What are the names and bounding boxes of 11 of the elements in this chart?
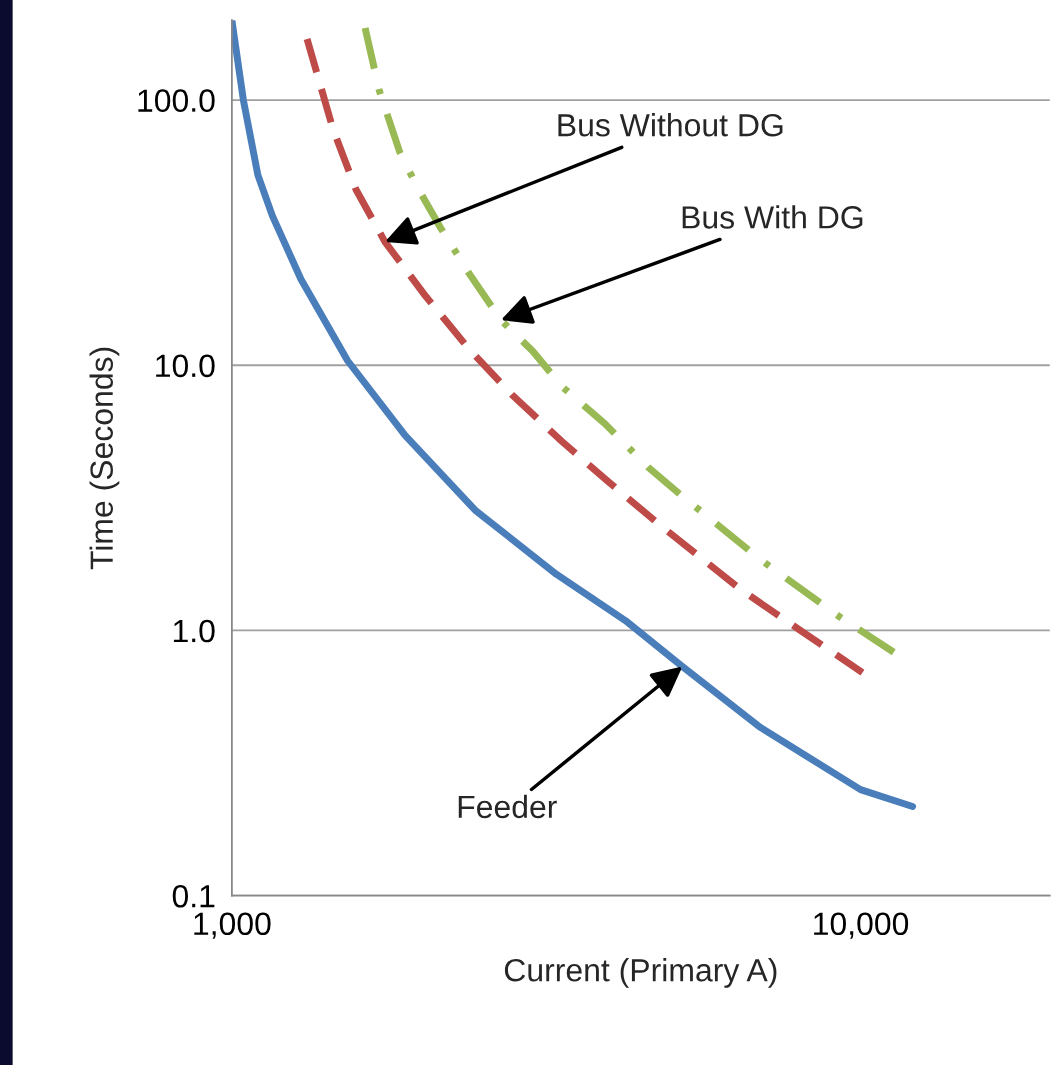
annotation: Bus With DG: [682, 205, 863, 229]
x-tick-label: 1,000: [194, 912, 271, 939]
y-tick-label: 100.0: [138, 89, 215, 112]
y-tick-label: 10.0: [156, 354, 215, 378]
x-axis-title: Current (Primary A): [504, 958, 777, 988]
y-tick-label: 0.1: [172, 884, 215, 908]
annotation: Bus Without DG: [558, 113, 783, 137]
annotation: Feeder: [458, 794, 557, 819]
y-tick-label: 1.0: [173, 619, 215, 643]
y-axis-title: Time (Seconds): [89, 347, 120, 570]
x-tick-label: 10,000: [814, 912, 909, 939]
